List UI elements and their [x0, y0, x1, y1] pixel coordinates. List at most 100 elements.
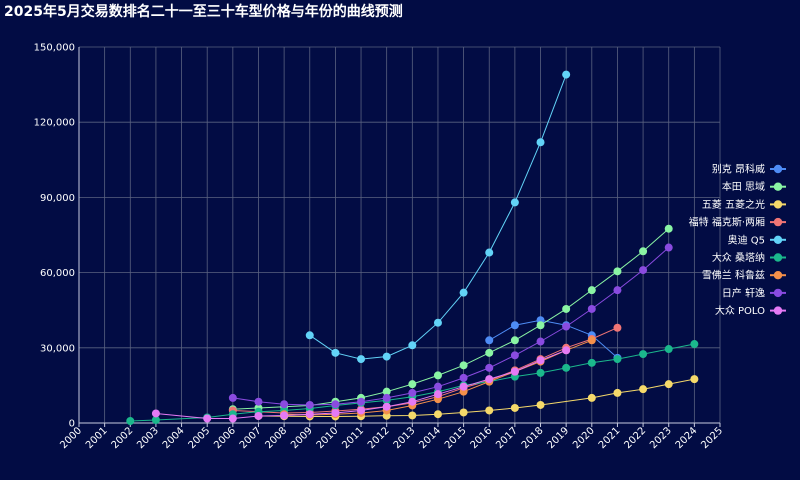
x-tick-label: 2018: [520, 425, 546, 451]
legend-swatch-dot: [773, 288, 783, 298]
series-line: [258, 378, 695, 417]
data-point: [536, 368, 545, 377]
legend-swatch-dot: [773, 253, 783, 262]
data-point: [562, 363, 571, 372]
data-point: [151, 415, 160, 424]
legend-item[interactable]: 福特 福克斯·两厢: [689, 216, 786, 229]
data-point: [228, 414, 237, 423]
x-tick-label: 2021: [597, 425, 623, 451]
data-point: [305, 410, 314, 419]
data-point: [510, 367, 519, 376]
data-point: [382, 393, 391, 402]
data-point: [357, 355, 366, 364]
x-tick-label: 2023: [648, 425, 674, 451]
x-tick-label: 2007: [238, 425, 264, 451]
data-point: [536, 138, 545, 147]
data-point: [408, 380, 417, 389]
legend-item[interactable]: 别克 昂科威: [712, 163, 786, 176]
data-point: [562, 346, 571, 355]
data-point: [562, 304, 571, 313]
data-point: [562, 70, 571, 79]
x-tick-label: 2013: [392, 425, 418, 451]
data-point: [587, 336, 596, 345]
data-point: [280, 411, 289, 420]
data-point: [510, 321, 519, 330]
grid: [78, 46, 721, 424]
series-line: [155, 349, 567, 419]
data-point: [459, 382, 468, 391]
series-1: [228, 224, 673, 414]
data-point: [382, 387, 391, 396]
data-point: [536, 356, 545, 365]
legend-item[interactable]: 大众 POLO: [715, 304, 786, 317]
series-line: [130, 343, 695, 422]
data-point: [485, 336, 494, 345]
legend-item[interactable]: 日产 轩逸: [722, 286, 786, 299]
data-point: [613, 267, 622, 276]
legend-label: 日产 轩逸: [722, 286, 765, 299]
data-point: [433, 318, 442, 327]
data-point: [331, 348, 340, 357]
x-tick-label: 2024: [674, 425, 700, 451]
data-point: [254, 411, 263, 420]
data-point: [510, 336, 519, 345]
legend-item[interactable]: 奥迪 Q5: [728, 233, 786, 246]
data-point: [613, 388, 622, 397]
legend-swatch-dot: [773, 306, 783, 315]
data-point: [690, 375, 699, 384]
x-tick-label: 2001: [84, 425, 110, 451]
series-line: [232, 247, 670, 406]
data-point: [485, 363, 494, 372]
data-point: [510, 403, 519, 412]
data-point: [151, 409, 160, 418]
data-point: [613, 323, 622, 332]
x-tick-label: 2003: [135, 425, 161, 451]
legend-swatch-dot: [773, 271, 783, 280]
data-point: [459, 373, 468, 382]
data-point: [408, 397, 417, 406]
y-tick-label: 150,000: [34, 43, 75, 54]
x-tick-label: 2017: [494, 425, 520, 451]
data-point: [433, 410, 442, 419]
x-tick-label: 2011: [340, 425, 366, 451]
data-point: [280, 400, 289, 409]
legend-item[interactable]: 本田 思域: [722, 180, 786, 193]
x-tick-label: 2004: [161, 425, 187, 451]
legend-label: 奥迪 Q5: [728, 233, 765, 246]
x-tick-label: 2020: [571, 425, 597, 451]
x-tick-label: 2025: [699, 425, 725, 451]
data-point: [485, 348, 494, 357]
data-point: [639, 385, 648, 394]
legend-item[interactable]: 雪佛兰 科鲁兹: [702, 269, 786, 282]
legend-swatch-dot: [773, 200, 783, 209]
legend-swatch-dot: [773, 217, 783, 227]
data-point: [305, 400, 314, 409]
legend-swatch-dot: [773, 235, 783, 244]
x-tick-label: 2014: [417, 425, 443, 451]
x-tick-label: 2002: [110, 425, 136, 451]
axes: 2000 2001 2002 2003 2004 2005 2006 2007 2008 2009…: [34, 43, 725, 452]
data-point: [433, 371, 442, 380]
series-4: [305, 70, 571, 364]
x-tick-label: 2010: [315, 425, 341, 451]
legend-item[interactable]: 五菱 五菱之光: [702, 198, 786, 211]
data-point: [382, 352, 391, 361]
data-point: [510, 351, 519, 360]
y-tick-label: 0: [69, 419, 75, 430]
data-point: [485, 375, 494, 384]
data-point: [228, 393, 237, 402]
data-point: [587, 286, 596, 295]
data-point: [690, 340, 699, 349]
data-point: [357, 406, 366, 415]
data-point: [331, 400, 340, 409]
data-point: [433, 382, 442, 391]
data-point: [382, 402, 391, 411]
x-tick-label: 2006: [212, 425, 238, 451]
data-point: [587, 304, 596, 313]
legend-item[interactable]: 大众 桑塔纳: [712, 251, 786, 264]
legend-label: 福特 福克斯·两厢: [689, 216, 765, 229]
x-tick-label: 2005: [187, 425, 213, 451]
data-point: [664, 224, 673, 233]
series-line: [232, 327, 618, 414]
